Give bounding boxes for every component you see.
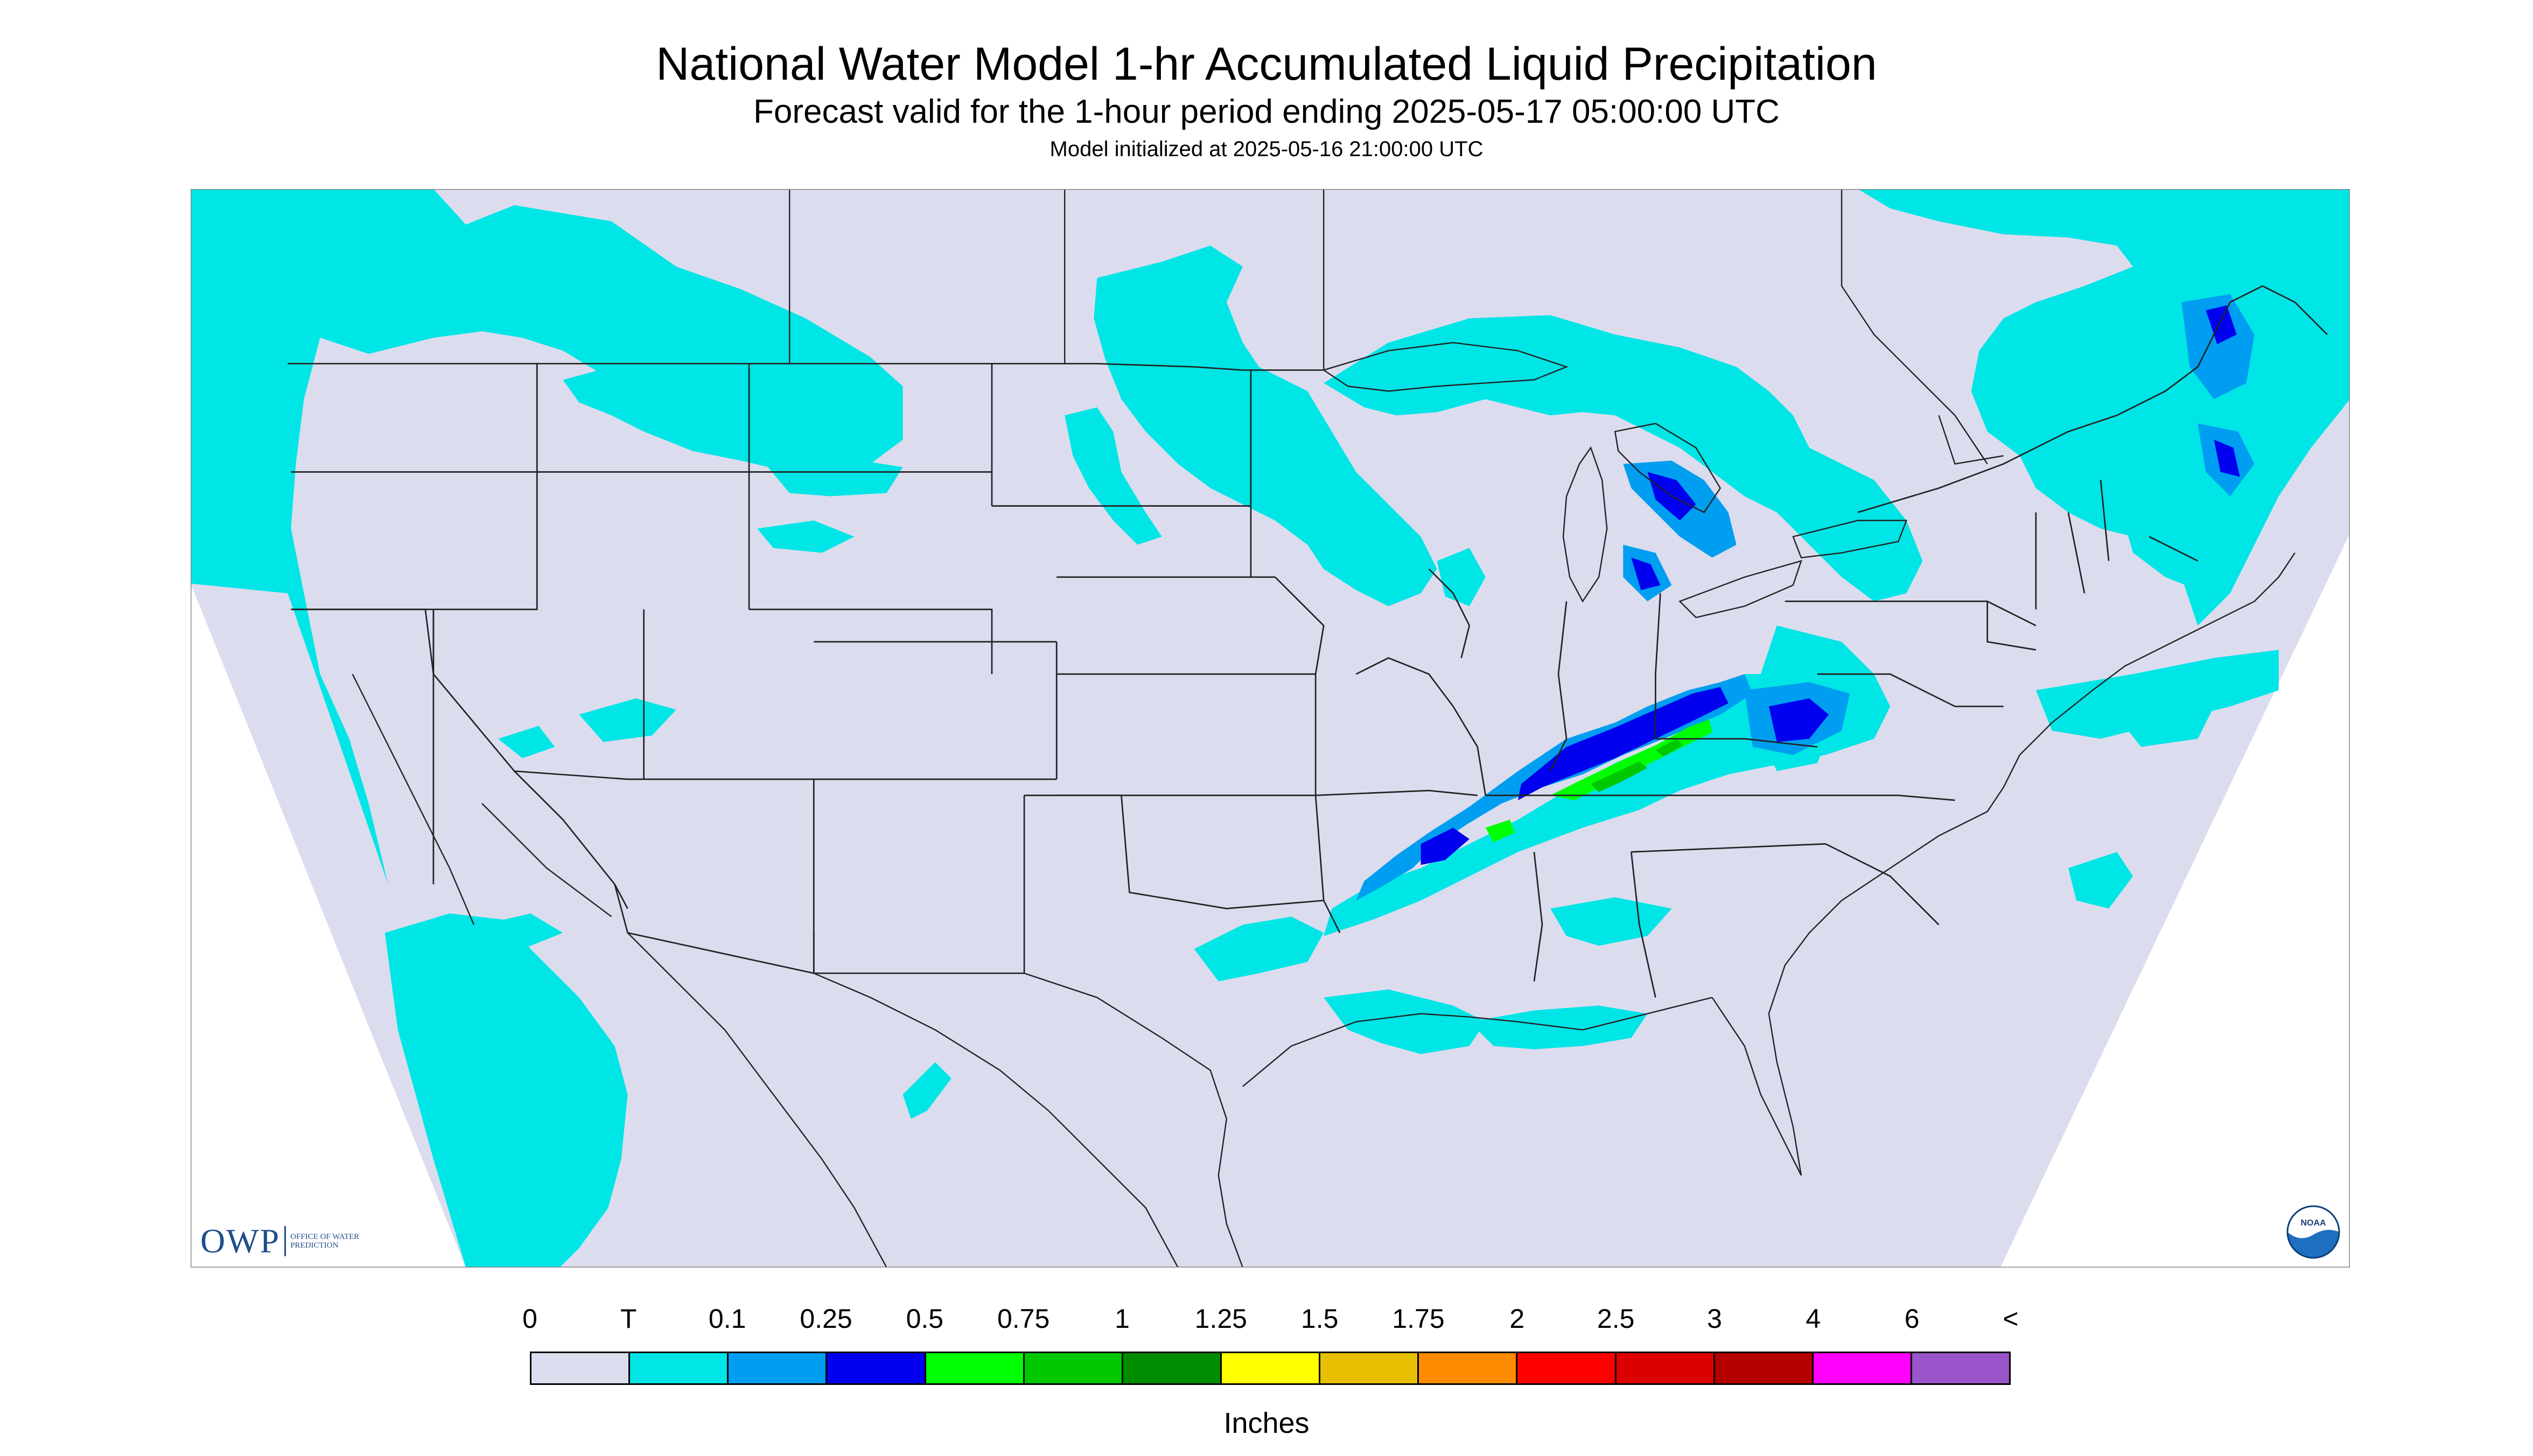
legend-colorbar <box>530 1352 2011 1385</box>
legend-swatch <box>1320 1353 1419 1383</box>
legend-swatch <box>1616 1353 1715 1383</box>
legend-swatch <box>1419 1353 1518 1383</box>
legend-label: 6 <box>1904 1304 1920 1334</box>
legend-swatch <box>1221 1353 1321 1383</box>
legend-label: T <box>620 1304 637 1334</box>
coastline-borders <box>352 552 2296 1268</box>
legend-label: 1 <box>1115 1304 1130 1334</box>
legend-label: 1.75 <box>1392 1304 1445 1334</box>
map-subtitle: Forecast valid for the 1-hour period end… <box>753 93 1780 130</box>
legend-labels: 0 T 0.1 0.25 0.5 0.75 1 1.25 1.5 1.75 2 2.5 3 4 6 < <box>0 1303 2533 1341</box>
state-borders <box>288 285 2328 998</box>
owp-logo: OWP OFFICE OF WATER PREDICTION <box>200 1222 371 1260</box>
legend-swatch <box>1024 1353 1123 1383</box>
precip-very-heavy-areas <box>1591 739 1683 793</box>
great-lakes-outlines <box>1322 342 1908 619</box>
owp-logo-text: OFFICE OF WATER PREDICTION <box>290 1233 360 1250</box>
legend-label: 3 <box>1707 1304 1722 1334</box>
legend-label: < <box>2003 1304 2019 1334</box>
legend-swatch <box>531 1353 631 1383</box>
legend-label: 0 <box>522 1304 537 1334</box>
legend-swatch <box>1813 1353 1912 1383</box>
noaa-logo: NOAA <box>2286 1205 2340 1259</box>
legend-swatch <box>1715 1353 1814 1383</box>
owp-logo-mark: OWP <box>200 1222 281 1260</box>
legend-label: 0.25 <box>800 1304 852 1334</box>
legend-label: 0.1 <box>708 1304 746 1334</box>
map-title: National Water Model 1-hr Accumulated Li… <box>656 38 1877 90</box>
precipitation-map <box>191 189 2350 1268</box>
legend-swatch <box>729 1353 828 1383</box>
legend-label: 4 <box>1806 1304 1821 1334</box>
legend-swatch <box>1517 1353 1617 1383</box>
legend-swatch <box>926 1353 1025 1383</box>
legend-swatch <box>1123 1353 1222 1383</box>
legend-label: 2 <box>1509 1304 1525 1334</box>
precip-heavy-areas <box>1485 719 1712 843</box>
model-init-time: Model initialized at 2025-05-16 21:00:00… <box>1049 137 1484 161</box>
canada-borders <box>789 189 2004 465</box>
owp-logo-divider <box>284 1226 286 1256</box>
legend-swatch <box>1912 1353 2010 1383</box>
legend-label: 2.5 <box>1597 1304 1635 1334</box>
precip-trace-areas <box>191 189 2350 1268</box>
legend-swatch <box>827 1353 926 1383</box>
noaa-logo-text: NOAA <box>2300 1219 2326 1228</box>
legend-label: 1.5 <box>1300 1304 1339 1334</box>
legend-label: 0.5 <box>906 1304 944 1334</box>
legend-label: 1.25 <box>1194 1304 1247 1334</box>
legend-label: 0.75 <box>997 1304 1050 1334</box>
legend-swatch <box>630 1353 729 1383</box>
legend-units: Inches <box>1223 1407 1310 1439</box>
